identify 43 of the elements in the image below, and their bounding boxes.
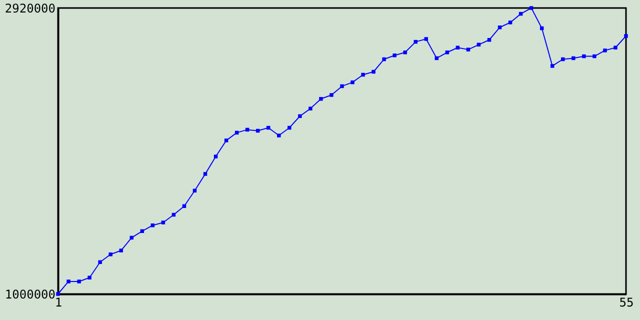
point	[550, 64, 554, 68]
point	[298, 114, 302, 118]
point	[182, 204, 186, 208]
y-tick-label: 2920000	[4, 2, 56, 16]
point	[424, 37, 428, 41]
point	[119, 248, 123, 252]
point	[466, 48, 470, 52]
point	[403, 50, 407, 54]
point	[108, 252, 112, 256]
point	[161, 220, 166, 224]
point	[361, 72, 365, 77]
point	[592, 54, 596, 58]
y-tick-label: 1000000	[4, 288, 56, 302]
point	[56, 292, 60, 296]
point	[624, 34, 628, 38]
point	[350, 80, 354, 84]
x-tick-label: 1	[54, 296, 62, 310]
point	[330, 93, 334, 97]
point	[277, 134, 281, 138]
point	[203, 172, 208, 176]
point	[308, 106, 312, 110]
point	[98, 260, 102, 264]
point	[572, 56, 576, 60]
point	[529, 6, 534, 10]
point	[582, 54, 586, 58]
point	[508, 20, 512, 24]
point	[224, 138, 228, 142]
point	[288, 126, 292, 130]
point	[214, 154, 218, 158]
point	[77, 280, 81, 284]
point	[88, 276, 92, 280]
point	[319, 96, 323, 101]
point	[614, 46, 618, 50]
point	[392, 54, 396, 58]
point	[66, 280, 70, 284]
point	[603, 48, 607, 52]
line-series	[56, 6, 628, 296]
point	[561, 57, 565, 62]
point	[445, 50, 450, 54]
point	[372, 70, 376, 74]
point	[382, 57, 386, 62]
x-tick-label: 55	[619, 296, 634, 310]
point	[340, 84, 344, 88]
